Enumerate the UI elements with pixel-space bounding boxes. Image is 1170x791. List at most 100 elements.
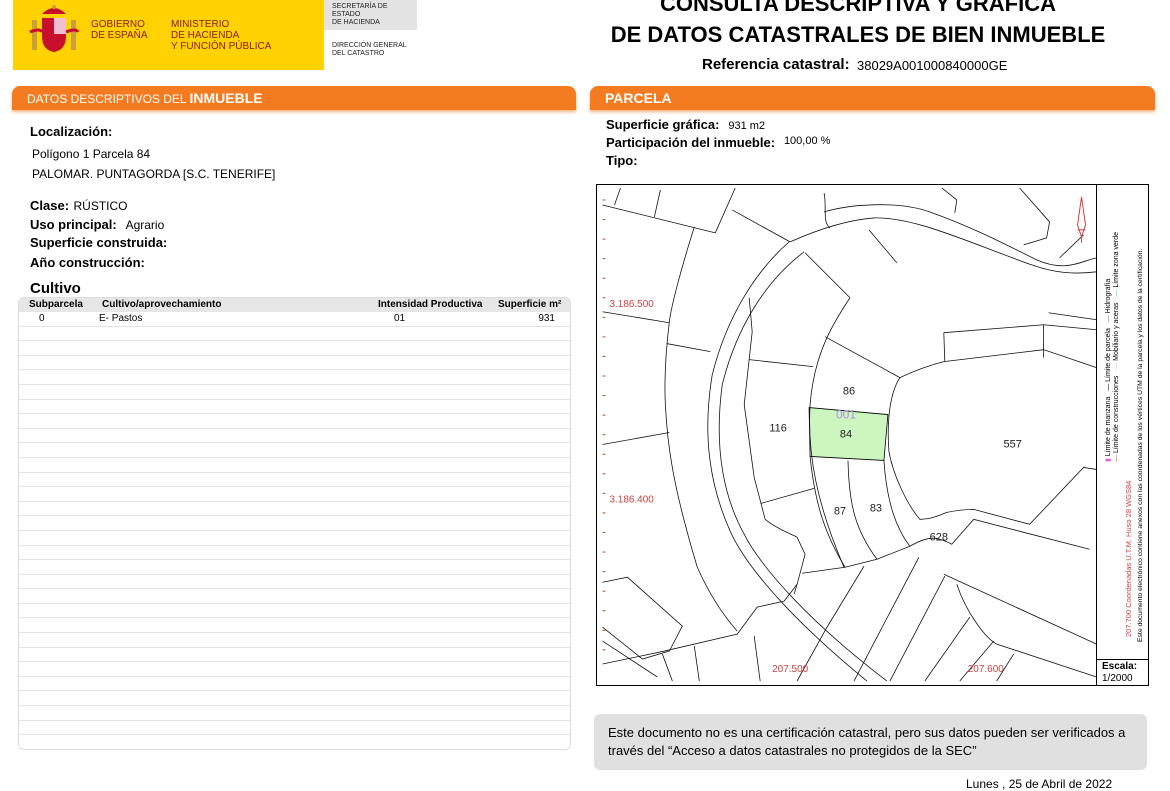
cell-superficie: 931 bbox=[538, 313, 555, 324]
table-row-empty bbox=[19, 327, 570, 342]
legend-row1: ▮ Límite de manzana — Límite de parcela … bbox=[1105, 278, 1112, 462]
min-line1: MINISTERIO bbox=[171, 19, 230, 30]
doc-note: Este documento electrónico contiene anex… bbox=[1137, 248, 1144, 642]
parcel-boundary bbox=[707, 241, 868, 682]
page-title-line2: DE DATOS CATASTRALES DE BIEN INMUEBLE bbox=[610, 22, 1106, 47]
parcel-boundary bbox=[883, 460, 911, 547]
table-row-empty bbox=[19, 487, 570, 502]
table-row-empty bbox=[19, 633, 570, 648]
col-subparcela: Subparcela bbox=[29, 299, 83, 310]
parcel-boundary bbox=[789, 217, 1097, 274]
legend-row2: — Límite de construcciones — Mobiliario … bbox=[1113, 232, 1120, 462]
parcel-87-label: 87 bbox=[834, 505, 846, 517]
table-row-empty bbox=[19, 458, 570, 473]
table-row-empty bbox=[19, 429, 570, 444]
table-row-empty bbox=[19, 385, 570, 400]
parcel-boundary bbox=[749, 359, 814, 368]
clase-label: Clase: bbox=[30, 198, 70, 213]
legend-zona-verde: Límite zona verde bbox=[1113, 232, 1120, 288]
parcel-boundary bbox=[761, 488, 815, 504]
parcel-boundary bbox=[847, 460, 878, 560]
table-row-empty bbox=[19, 473, 570, 488]
coord-y1: 3.186.500 bbox=[609, 299, 654, 310]
parcel-boundary bbox=[943, 324, 1097, 334]
col-cultivo: Cultivo/aprovechamiento bbox=[102, 299, 222, 310]
parcel-boundary bbox=[909, 518, 1090, 550]
map-legend: ▮ Límite de manzana — Límite de parcela … bbox=[1096, 184, 1149, 659]
table-row-empty bbox=[19, 721, 570, 736]
cell-intensidad: 01 bbox=[394, 313, 406, 324]
parcel-boundary bbox=[823, 192, 831, 229]
parcel-boundary bbox=[868, 229, 898, 264]
parcel-boundary bbox=[732, 209, 791, 243]
parcel-boundary bbox=[956, 584, 1097, 678]
parcel-116-label: 116 bbox=[769, 423, 787, 435]
parcel-boundary bbox=[661, 653, 673, 682]
uso-label: Uso principal: bbox=[30, 217, 117, 232]
direccion-label: DIRECCIÓN GENERAL DEL CATASTRO bbox=[332, 42, 407, 58]
map-drawing: 3.186.500 3.186.400 207.500 207.600 86 0… bbox=[602, 187, 1097, 682]
table-row-empty bbox=[19, 516, 570, 531]
parcel-boundary bbox=[602, 311, 670, 324]
gobierno-logo: GOBIERNO DE ESPAÑA MINISTERIO DE HACIENDA Y… bbox=[13, 0, 324, 70]
cultivo-table: Subparcela Cultivo/aprovechamiento Inten… bbox=[18, 297, 571, 750]
dir-line2: DEL CATASTRO bbox=[332, 50, 385, 57]
parcel-boundary bbox=[943, 332, 946, 362]
parcel-boundary bbox=[602, 432, 670, 445]
parcel-boundary bbox=[718, 251, 888, 682]
table-row-empty bbox=[19, 706, 570, 721]
parcel-boundary bbox=[602, 583, 798, 665]
parcel-boundary bbox=[714, 187, 736, 234]
localizacion-label: Localización: bbox=[30, 124, 113, 139]
table-row-empty bbox=[19, 414, 570, 429]
parcel-boundary bbox=[823, 204, 1097, 267]
col-superficie: Superficie m² bbox=[498, 299, 562, 310]
legend-mobiliario: Mobiliario y aceras bbox=[1113, 302, 1120, 361]
parcel-boundary bbox=[653, 189, 661, 218]
page-title-line1: CONSULTA DESCRIPTIVA Y GRÁFICA bbox=[659, 0, 1057, 16]
parcel-boundary bbox=[899, 349, 1097, 378]
parcel-boundary bbox=[924, 616, 971, 682]
table-row-empty bbox=[19, 546, 570, 561]
cadastral-map[interactable]: 3.186.500 3.186.400 207.500 207.600 86 0… bbox=[596, 184, 1149, 686]
sec-line1: SECRETARÍA DE ESTADO bbox=[332, 3, 388, 18]
secretaria-label: SECRETARÍA DE ESTADO DE HACIENDA bbox=[324, 0, 417, 30]
table-row-empty bbox=[19, 662, 570, 677]
table-row-empty bbox=[19, 560, 570, 575]
escala-label: Escala: bbox=[1102, 661, 1138, 672]
parcel-boundary bbox=[667, 343, 711, 353]
table-row-empty bbox=[19, 677, 570, 692]
sup-grafica-label: Superficie gráfica: bbox=[606, 117, 720, 132]
date-label: Lunes , 25 de Abril de 2022 bbox=[966, 777, 1113, 791]
table-row-empty bbox=[19, 575, 570, 590]
coord-y2: 3.186.400 bbox=[609, 494, 654, 505]
escala-value: 1/2000 bbox=[1102, 673, 1133, 684]
parcel-boundary bbox=[753, 636, 761, 682]
table-row-empty bbox=[19, 370, 570, 385]
table-row-empty bbox=[19, 618, 570, 634]
parcel-628-label: 628 bbox=[930, 531, 948, 543]
parcel-boundary bbox=[1059, 234, 1084, 259]
parcel-83-label: 83 bbox=[870, 502, 882, 514]
participacion-value: 100,00 % bbox=[783, 135, 831, 147]
verification-note: Este documento no es una certificación c… bbox=[594, 714, 1147, 770]
coord-x2: 207.600 bbox=[968, 664, 1004, 675]
parcel-boundary bbox=[796, 566, 865, 682]
table-row-empty bbox=[19, 356, 570, 371]
parcel-boundary bbox=[809, 297, 851, 568]
legend-construcciones: Límite de construcciones bbox=[1113, 375, 1120, 454]
sup-grafica-value: 931 m2 bbox=[728, 120, 766, 132]
localizacion-line2: PALOMAR. PUNTAGORDA [S.C. TENERIFE] bbox=[32, 167, 276, 181]
col-intensidad: Intensidad Productiva bbox=[378, 299, 483, 310]
parcel-boundary bbox=[804, 252, 851, 299]
table-row-empty bbox=[19, 648, 570, 663]
parcel-boundary bbox=[1019, 187, 1051, 246]
parcel-boundary bbox=[602, 640, 658, 678]
cultivo-label: Cultivo bbox=[30, 280, 81, 297]
sec-line2: DE HACIENDA bbox=[332, 19, 380, 26]
table-header: Subparcela Cultivo/aprovechamiento Inten… bbox=[19, 298, 570, 312]
parcel-boundary bbox=[959, 640, 995, 682]
table-row-empty bbox=[19, 691, 570, 707]
gov-line1: GOBIERNO bbox=[91, 19, 145, 30]
table-row-empty bbox=[19, 443, 570, 458]
